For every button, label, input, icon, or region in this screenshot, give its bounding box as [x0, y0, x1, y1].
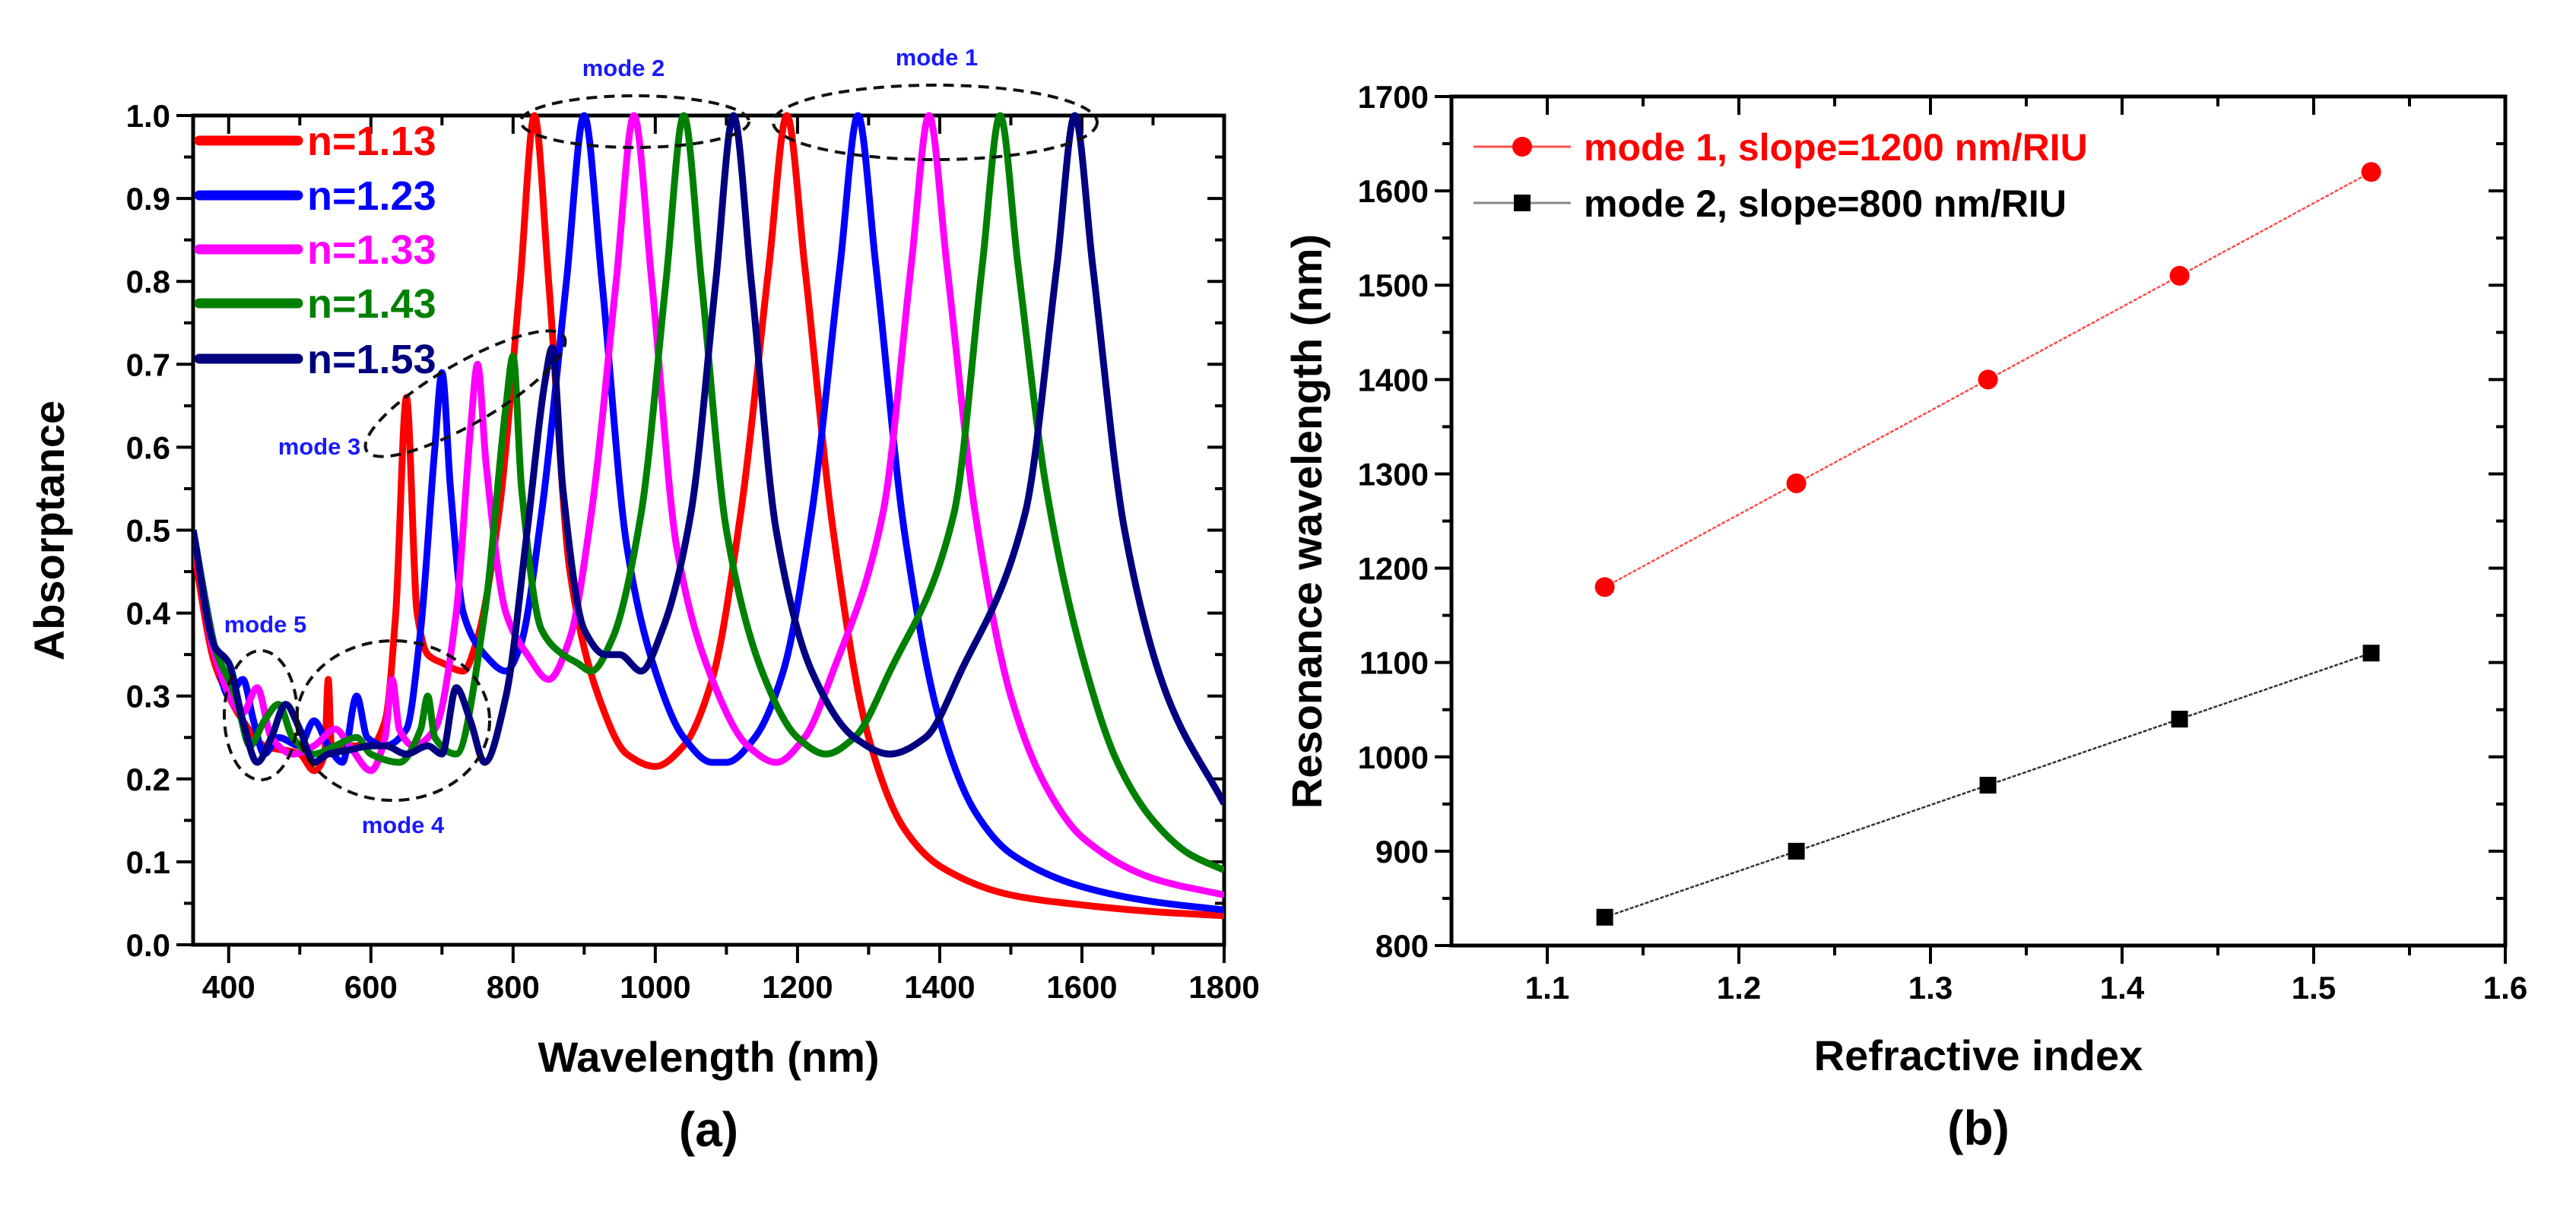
- y-tick-label: 1000: [1358, 740, 1429, 775]
- panel-b-resonance-vs-index: 1.1 1.2 1.3 1.4 1.5 1.6 800 900 1000 1100 1200 1300…: [1358, 79, 2528, 1006]
- legend-label: n=1.43: [307, 281, 436, 327]
- annotation-ellipse: [772, 84, 1099, 161]
- y-tick-label: 0.3: [126, 679, 170, 714]
- data-point: [1596, 908, 1613, 926]
- data-point: [2361, 162, 2381, 182]
- y-tick-label: 1600: [1358, 173, 1429, 209]
- data-point: [1594, 577, 1615, 597]
- series-line-133: [193, 112, 1224, 898]
- y-tick-label: 0.7: [126, 347, 170, 382]
- legend: n=1.13 n=1.23 n=1.33 n=1.43 n=1.53: [194, 119, 436, 382]
- y-tick-label: 1400: [1358, 362, 1429, 398]
- annotation-ellipse: [363, 329, 567, 458]
- data-point: [1788, 842, 1805, 860]
- y-tick-label: 0.9: [126, 181, 170, 217]
- panel-a-xlabel: Wavelength (nm): [538, 1033, 879, 1081]
- annotation-label: mode 4: [362, 812, 445, 838]
- data-point: [1979, 777, 1997, 794]
- legend-label: n=1.23: [307, 173, 436, 219]
- x-tick-label: 400: [202, 969, 255, 1005]
- y-tick-label: 800: [1375, 928, 1429, 964]
- data-point: [2362, 645, 2380, 662]
- series-line-153: [193, 112, 1224, 806]
- y-tick-label: 0.8: [126, 264, 170, 299]
- data-point: [1786, 473, 1807, 493]
- x-tick-label: 1800: [1188, 969, 1259, 1005]
- legend-label: n=1.53: [307, 337, 436, 382]
- panel-b-xlabel: Refractive index: [1814, 1031, 2143, 1079]
- y-tick-label: 1700: [1358, 79, 1429, 115]
- y-tick-label: 0.5: [126, 513, 170, 549]
- y-tick-label: 0.1: [126, 844, 170, 880]
- y-tick-label: 1300: [1358, 456, 1429, 492]
- annotation-label: mode 1: [896, 44, 979, 71]
- panel-a-absorptance-spectra: 400 600 800 1000 1200 1400 1600 1800 0.0 0.1 0.2 0.…: [126, 44, 1260, 1005]
- annotation-label: mode 5: [224, 611, 307, 638]
- legend: mode 1, slope=1200 nm/RIU mode 2, slope=8…: [1474, 126, 2088, 225]
- y-tick-label: 0.2: [126, 762, 170, 797]
- y-tick-label: 1100: [1359, 645, 1429, 681]
- y-tick-label: 0.6: [126, 429, 170, 465]
- legend-label: n=1.13: [307, 119, 436, 164]
- series-1: [1594, 162, 2381, 597]
- x-tick-label: 1.1: [1525, 970, 1569, 1006]
- x-tick-label: 1.3: [1908, 970, 1953, 1006]
- x-tick-label: 800: [487, 969, 540, 1005]
- legend-marker: [1514, 195, 1531, 211]
- annotation-ellipse: [295, 639, 491, 802]
- x-tick-label: 1.5: [2292, 970, 2336, 1006]
- x-tick-label: 1200: [762, 969, 833, 1005]
- legend-marker: [1512, 137, 1532, 157]
- y-tick-label: 1200: [1358, 551, 1429, 587]
- panel-a-ylabel: Absorptance: [25, 401, 73, 661]
- data-point: [1978, 369, 1998, 390]
- x-tick-label: 1.6: [2483, 970, 2527, 1006]
- data-point: [2169, 265, 2190, 286]
- y-tick-label: 1.0: [126, 98, 170, 134]
- x-tick-label: 1.2: [1717, 970, 1761, 1006]
- legend-label: mode 1, slope=1200 nm/RIU: [1584, 126, 2088, 169]
- x-tick-label: 1600: [1046, 969, 1117, 1005]
- y-tick-label: 1500: [1358, 268, 1429, 303]
- series-line-143: [193, 112, 1224, 873]
- series-line: [1604, 171, 2372, 588]
- legend-label: n=1.33: [307, 227, 436, 273]
- panel-b-title: (b): [1947, 1101, 2010, 1155]
- y-tick-label: 900: [1375, 834, 1429, 870]
- annotation-label: mode 3: [278, 433, 361, 460]
- x-tick-label: 1400: [904, 969, 975, 1005]
- annotation-ellipse: [519, 94, 750, 149]
- annotation-label: mode 2: [582, 55, 665, 81]
- y-tick-label: 0.4: [126, 596, 171, 632]
- panel-b-ylabel: Resonance wavelength (nm): [1283, 234, 1331, 809]
- x-tick-label: 1000: [620, 969, 690, 1005]
- curves: [193, 112, 1224, 920]
- x-tick-label: 1.4: [2100, 970, 2145, 1006]
- panel-a-title: (a): [679, 1102, 738, 1157]
- legend-label: mode 2, slope=800 nm/RIU: [1584, 182, 2067, 225]
- y-tick-label: 0.0: [126, 927, 170, 963]
- series-line-113: [193, 112, 1224, 920]
- x-tick-label: 600: [344, 969, 398, 1005]
- data-point: [2171, 711, 2188, 728]
- series-2: [1596, 645, 2380, 926]
